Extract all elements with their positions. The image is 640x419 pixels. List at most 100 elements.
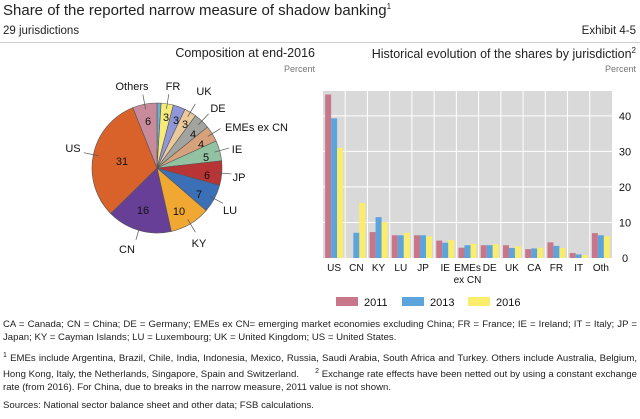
- bar-2016: [470, 243, 477, 258]
- y-tick-label: 30: [619, 146, 631, 158]
- bar-2011: [458, 247, 465, 258]
- bar-2016: [337, 147, 344, 258]
- bar-2011: [480, 245, 487, 258]
- pie-slice-name: LU: [223, 205, 237, 217]
- x-tick-label: LU: [394, 263, 407, 274]
- bar-2013: [486, 245, 493, 258]
- bar-2016: [403, 232, 410, 258]
- legend-swatch-2013: [402, 297, 424, 306]
- y-tick-label: 20: [619, 182, 631, 194]
- pie-slice-name: Others: [115, 81, 149, 93]
- bar-2016: [559, 248, 566, 258]
- legend-swatch-2016: [468, 297, 490, 306]
- x-tick-label: US: [327, 263, 341, 274]
- pie-value-label: 3: [163, 112, 169, 124]
- pie-leader-line: [187, 103, 196, 117]
- pie-leader-line: [216, 172, 232, 175]
- pie-slice-name: IE: [232, 144, 242, 156]
- pie-value-label: 6: [145, 116, 151, 128]
- exhibit-subtitle: 29 jurisdictions: [3, 25, 80, 37]
- bar-2011: [591, 233, 598, 258]
- legend-swatch-2011: [336, 297, 358, 306]
- x-tick-label: KY: [372, 263, 386, 274]
- pie-leader-line: [187, 219, 196, 233]
- bar-2011: [502, 245, 509, 258]
- charts-area: Share of the reported narrow measure of …: [0, 2, 640, 309]
- pie-value-label: 7: [196, 189, 202, 201]
- bar-2013: [597, 235, 604, 258]
- footnote-1-mark: 1: [3, 352, 7, 359]
- bar-2013: [464, 245, 471, 258]
- pie-slice-name: US: [65, 143, 80, 155]
- bar-2016: [581, 255, 588, 258]
- bar-2011: [436, 240, 443, 258]
- bar-2013: [508, 248, 515, 258]
- bar-title-footnote-mark: 2: [631, 46, 636, 55]
- header-divider: [0, 42, 640, 43]
- x-tick-label: EMEs: [454, 263, 481, 274]
- x-tick-label: IE: [441, 263, 451, 274]
- pie-unit: Percent: [283, 64, 315, 74]
- pie-slice-name: EMEs ex CN: [225, 122, 288, 134]
- pie-leader-line: [135, 225, 141, 240]
- footnotes: 1 EMEs include Argentina, Brazil, Chile,…: [3, 349, 637, 394]
- bar-2013: [420, 235, 427, 258]
- bar-2016: [537, 247, 544, 258]
- pie-slice-name: DE: [210, 103, 225, 115]
- bar-2016: [381, 222, 388, 258]
- pie-value-label: 5: [203, 152, 209, 164]
- bar-title: Historical evolution of the shares by ju…: [372, 46, 636, 61]
- y-tick-label: 10: [619, 217, 631, 229]
- bar-2013: [353, 232, 360, 258]
- title-footnote-mark: 1: [386, 2, 392, 11]
- legend-label: 2013: [430, 297, 454, 309]
- footnote-2-mark: 2: [315, 368, 320, 376]
- bar-2016: [359, 202, 366, 258]
- pie-value-label: 3: [173, 115, 179, 127]
- pie-value-label: 6: [204, 170, 210, 182]
- bar-2013: [331, 118, 338, 258]
- pie-leader-line: [209, 195, 224, 204]
- bar-2013: [442, 242, 449, 258]
- pie-leader-line: [214, 147, 230, 153]
- bar-2016: [448, 240, 455, 258]
- footnote-2: Exchange rate effects have been netted o…: [3, 369, 637, 394]
- x-tick-label: Oth: [593, 263, 609, 274]
- bar-2013: [553, 245, 560, 258]
- bar-2016: [514, 246, 521, 258]
- x-tick-label: DE: [483, 263, 497, 274]
- bar-2011: [414, 235, 421, 258]
- title-text: Share of the reported narrow measure of …: [3, 2, 387, 19]
- bar-title-text: Historical evolution of the shares by ju…: [371, 47, 632, 62]
- exhibit-title: Share of the reported narrow measure of …: [3, 2, 391, 19]
- bar-unit: Percent: [604, 64, 636, 74]
- y-tick-label: 40: [619, 111, 631, 123]
- pie-leader-line: [198, 113, 209, 125]
- exhibit-number: Exhibit 4-5: [581, 25, 636, 37]
- pie-title: Composition at end-2016: [175, 46, 315, 60]
- x-tick-label: IT: [574, 263, 583, 274]
- plot-background: [323, 91, 612, 258]
- notes-section: CA = Canada; CN = China; DE = Germany; E…: [0, 318, 640, 419]
- x-tick-label: JP: [417, 263, 429, 274]
- pie-value-label: 16: [137, 205, 149, 217]
- footnote-1: EMEs include Argentina, Brazil, Chile, I…: [3, 353, 637, 381]
- bar-2011: [547, 242, 554, 258]
- pie-slice-name: FR: [166, 81, 181, 93]
- bar-2011: [525, 249, 532, 258]
- pie-leader-line: [83, 152, 99, 157]
- x-tick-label: UK: [505, 263, 519, 274]
- pie-value-label: 4: [198, 139, 204, 151]
- bar-2011: [369, 232, 376, 258]
- legend-label: 2016: [496, 297, 520, 309]
- y-tick-label: 0: [622, 253, 628, 265]
- pie-value-label: 10: [173, 206, 185, 218]
- x-tick-label: FR: [550, 263, 563, 274]
- pie-value-label: 4: [190, 129, 196, 141]
- pie-slice-name: CN: [119, 244, 135, 256]
- bar-2013: [575, 254, 582, 258]
- abbreviations-note: CA = Canada; CN = China; DE = Germany; E…: [3, 319, 637, 343]
- pie-slice-name: UK: [196, 86, 212, 98]
- bar-2013: [531, 248, 538, 258]
- pie-value-label: 31: [116, 156, 128, 168]
